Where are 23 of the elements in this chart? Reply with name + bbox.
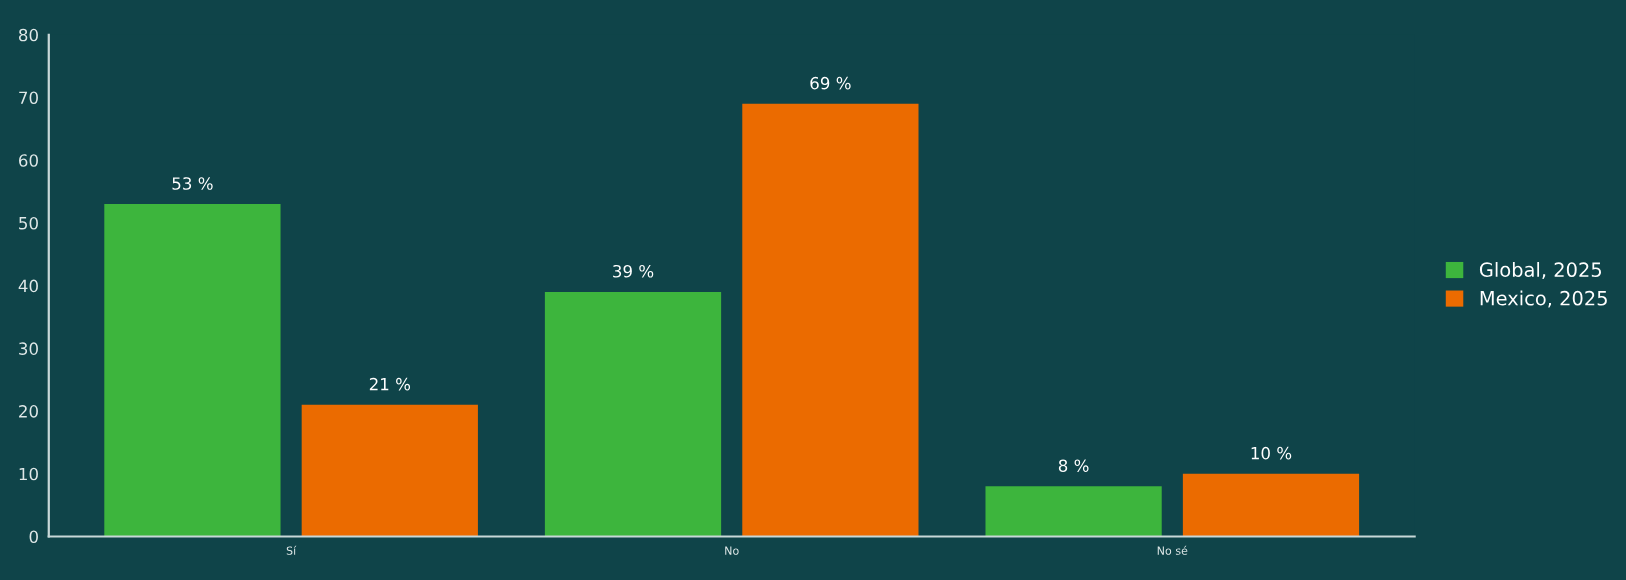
data-label: 69 % (810, 76, 851, 90)
y-tick-label: 20 (19, 405, 38, 418)
y-tick-label: 60 (19, 154, 38, 167)
y-tick-label: 70 (19, 91, 38, 105)
bar (104, 204, 281, 537)
y-tick-label: 30 (19, 342, 38, 355)
y-tick-label: 80 (18, 28, 38, 42)
legend-label: Global, 2025 (1479, 261, 1602, 280)
y-tick-label: 40 (18, 279, 38, 293)
data-label: 53 % (172, 177, 213, 190)
bar (544, 291, 722, 537)
data-label: 8 % (1058, 459, 1089, 472)
data-label: 21 % (369, 377, 411, 391)
data-label: 10 % (1251, 446, 1292, 460)
bar (985, 486, 1162, 537)
bar (1182, 473, 1360, 537)
y-tick-label: 10 (19, 467, 38, 481)
legend-label: Mexico, 2025 (1480, 290, 1607, 308)
y-tick-label: 50 (19, 216, 38, 230)
y-tick-label: 0 (29, 530, 38, 544)
bar (301, 404, 478, 537)
bar (742, 103, 919, 537)
data-label: 39 % (613, 264, 654, 278)
